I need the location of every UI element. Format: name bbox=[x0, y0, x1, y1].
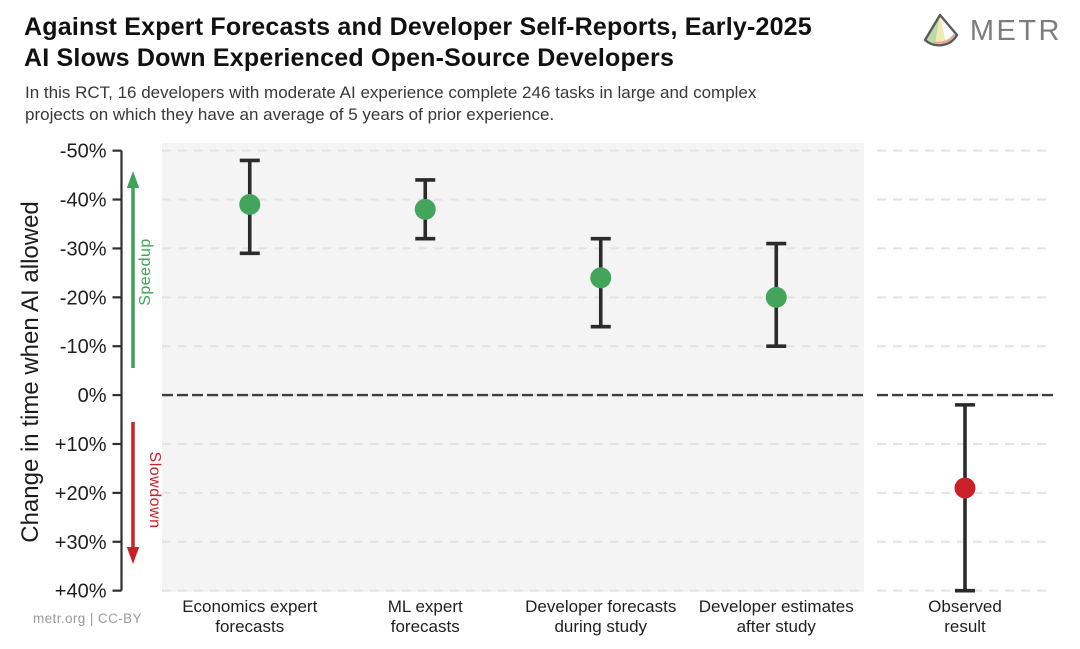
subtitle-line-1: In this RCT, 16 developers with moderate… bbox=[25, 83, 757, 102]
y-tick-label-+20%: +20% bbox=[55, 483, 107, 505]
metr-logo: METR bbox=[918, 10, 1062, 52]
y-tick-label--30%: -30% bbox=[60, 238, 107, 260]
metr-logo-icon bbox=[923, 13, 959, 47]
title-line-2: AI Slows Down Experienced Open-Source De… bbox=[24, 44, 675, 72]
speedup-label: Speedup bbox=[137, 238, 154, 306]
y-tick-label--20%: -20% bbox=[60, 287, 107, 309]
subtitle-line-2: projects on which they have an average o… bbox=[25, 104, 555, 124]
y-tick-label-+10%: +10% bbox=[55, 434, 107, 456]
page-title: Against Expert Forecasts and Developer S… bbox=[24, 12, 812, 74]
x-category-label-observed-result-line-1: Observed bbox=[928, 597, 1002, 616]
forecasts-panel-background bbox=[162, 143, 864, 592]
x-category-label-economics-expert-forecasts-line-1: Economics expert bbox=[182, 597, 317, 616]
slowdown-arrowhead-icon bbox=[126, 547, 140, 564]
y-axis-title: Change in time when AI allowed bbox=[17, 201, 44, 543]
x-category-label-developer-estimates-after-study-line-2: after study bbox=[737, 617, 817, 636]
metr-logo-text: METR bbox=[969, 14, 1062, 47]
x-category-label-developer-forecasts-during-study-line-2: during study bbox=[554, 617, 647, 636]
y-tick-label--50%: -50% bbox=[60, 141, 107, 163]
y-tick-label-+40%: +40% bbox=[55, 581, 107, 603]
title-line-1: Against Expert Forecasts and Developer S… bbox=[24, 13, 812, 41]
y-tick-label--10%: -10% bbox=[60, 336, 107, 358]
x-category-label-developer-estimates-after-study-line-1: Developer estimates bbox=[699, 597, 854, 616]
x-category-label-economics-expert-forecasts-line-2: forecasts bbox=[215, 617, 284, 636]
x-category-label-developer-forecasts-during-study-line-1: Developer forecasts bbox=[525, 597, 676, 616]
x-category-label-ml-expert-forecasts-line-1: ML expert bbox=[388, 597, 463, 616]
data-point-ml-expert-forecasts bbox=[414, 198, 436, 220]
data-point-economics-expert-forecasts bbox=[239, 193, 261, 215]
x-category-label-observed-result-line-2: result bbox=[944, 617, 986, 636]
speedup-arrowhead-icon bbox=[126, 171, 140, 188]
data-point-developer-estimates-after-study bbox=[765, 286, 787, 308]
slowdown-label: Slowdown bbox=[146, 452, 163, 529]
data-point-observed-result bbox=[954, 477, 976, 499]
attribution: metr.org | CC-BY bbox=[33, 611, 142, 626]
y-tick-label-+30%: +30% bbox=[55, 532, 107, 554]
data-point-developer-forecasts-during-study bbox=[590, 267, 612, 289]
y-tick-label--40%: -40% bbox=[60, 190, 107, 212]
chart-subtitle: In this RCT, 16 developers with moderate… bbox=[25, 82, 756, 125]
x-category-label-ml-expert-forecasts-line-2: forecasts bbox=[391, 617, 460, 636]
y-tick-label-0%: 0% bbox=[78, 385, 107, 407]
